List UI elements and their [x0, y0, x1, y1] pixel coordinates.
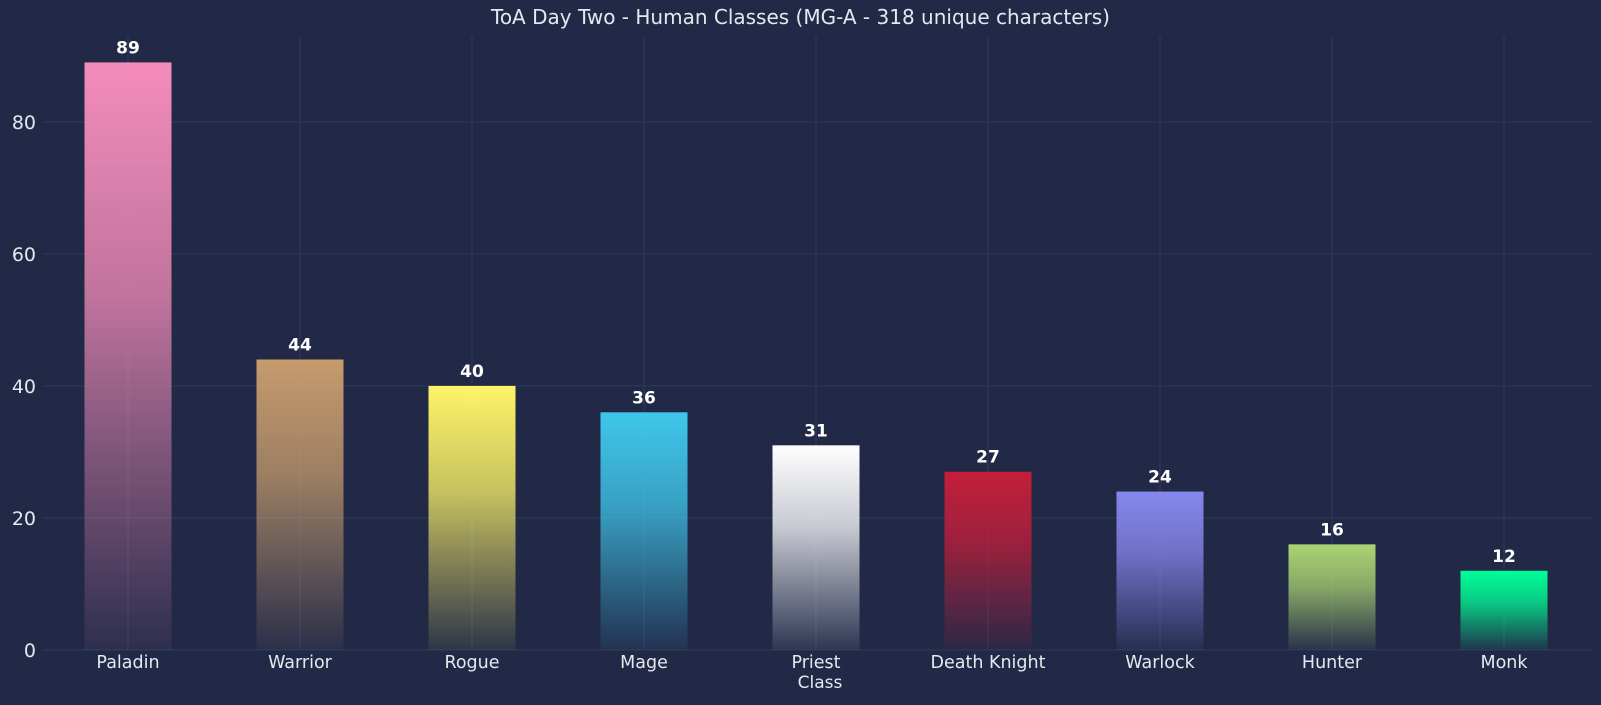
x-tick-label: Mage: [620, 653, 668, 673]
x-tick-label: Paladin: [96, 653, 159, 673]
data-label: 89: [116, 38, 140, 58]
data-label: 31: [804, 421, 828, 441]
x-tick-label: Warrior: [268, 653, 333, 673]
data-label: 12: [1492, 547, 1516, 567]
x-tick-label: Priest: [791, 653, 840, 673]
y-tick-label: 0: [24, 640, 36, 662]
bar-hunter: [1288, 544, 1376, 650]
data-label: 27: [976, 448, 1000, 468]
bar-mage: [600, 412, 688, 650]
bar-monk: [1460, 570, 1548, 650]
y-tick-label: 20: [12, 508, 36, 530]
bar-warlock: [1116, 491, 1204, 650]
x-tick-label: Death Knight: [931, 653, 1046, 673]
x-tick-label: Rogue: [444, 653, 499, 673]
y-tick-label: 40: [12, 376, 36, 398]
x-axis-label: Class: [797, 673, 843, 693]
y-tick-label: 60: [12, 244, 36, 266]
bar-rogue: [428, 385, 516, 650]
data-label: 36: [632, 388, 656, 408]
chart-title: ToA Day Two - Human Classes (MG-A - 318 …: [491, 5, 1110, 29]
data-label: 24: [1148, 468, 1172, 488]
data-label: 16: [1320, 520, 1344, 540]
data-label: 44: [288, 336, 312, 356]
label-layer: 0 20 40 60 80 89 Paladin 44 Warrior 40 Rogue 36 Mage…: [12, 38, 1529, 673]
bar-layer: [84, 62, 1548, 650]
bar-priest: [772, 445, 860, 650]
x-tick-label: Hunter: [1302, 653, 1363, 673]
y-tick-label: 80: [12, 112, 36, 134]
bar-death-knight: [944, 471, 1032, 650]
bar-paladin: [84, 62, 172, 650]
x-tick-label: Warlock: [1125, 653, 1195, 673]
data-label: 40: [460, 362, 484, 382]
bar-warrior: [256, 359, 344, 650]
x-tick-label: Monk: [1480, 653, 1528, 673]
